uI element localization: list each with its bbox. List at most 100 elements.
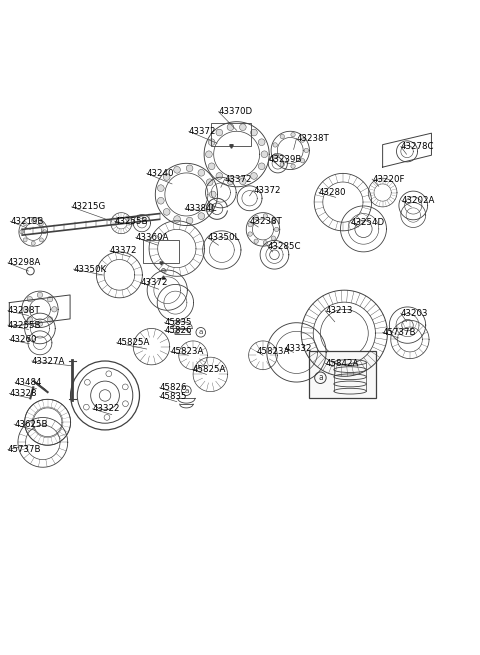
Circle shape [261,151,268,158]
Circle shape [208,163,215,170]
Text: 45842A: 45842A [325,359,359,368]
Text: 43360A: 43360A [136,233,169,242]
Text: 43332: 43332 [285,344,312,353]
Text: 43298A: 43298A [8,258,41,267]
Text: 43372: 43372 [225,175,252,183]
Text: 45826: 45826 [164,326,192,335]
Circle shape [52,307,57,312]
Circle shape [273,154,277,158]
Text: 43328: 43328 [9,389,37,398]
Circle shape [258,139,265,145]
Bar [144,240,179,263]
Circle shape [37,321,43,326]
Circle shape [186,165,193,172]
Circle shape [240,124,246,130]
Circle shape [39,221,43,226]
Circle shape [48,317,53,322]
Text: 43280: 43280 [319,188,347,197]
Text: 45826: 45826 [159,383,187,392]
Text: 43215G: 43215G [72,202,106,212]
Text: 43322: 43322 [93,404,120,413]
Circle shape [163,174,170,180]
Text: 43372: 43372 [110,246,137,255]
Text: 43260: 43260 [9,335,37,344]
Circle shape [240,178,246,185]
Circle shape [23,307,28,312]
Circle shape [20,230,24,234]
Text: 45825A: 45825A [117,339,150,347]
Circle shape [216,129,223,136]
Text: 43219B: 43219B [10,217,44,226]
Circle shape [43,230,47,234]
Circle shape [300,138,305,142]
Circle shape [280,134,285,139]
Circle shape [27,297,33,302]
Circle shape [206,179,213,185]
Text: a: a [318,373,323,383]
Text: 43350K: 43350K [73,265,107,274]
Circle shape [271,218,276,223]
Circle shape [275,227,279,232]
Circle shape [251,173,257,179]
Circle shape [216,173,223,179]
Bar [211,122,251,145]
Text: 43372: 43372 [189,127,216,136]
Text: 43372: 43372 [141,278,168,287]
Text: 43202A: 43202A [402,196,435,205]
Text: 43238T: 43238T [297,134,329,143]
Text: 43327A: 43327A [32,356,65,365]
Circle shape [263,240,267,245]
Text: a: a [184,388,189,394]
Circle shape [248,223,252,227]
Text: 43625B: 43625B [14,420,48,428]
Circle shape [174,215,180,223]
Circle shape [186,217,193,224]
Text: a: a [199,329,203,335]
Circle shape [31,241,35,245]
Circle shape [227,124,234,130]
Circle shape [258,163,265,170]
Circle shape [206,203,213,210]
Circle shape [174,166,180,173]
Circle shape [271,236,276,240]
Text: 43203: 43203 [401,309,428,318]
Circle shape [291,132,295,137]
Text: 43254D: 43254D [351,217,385,227]
Text: 45737B: 45737B [8,445,41,454]
Circle shape [205,151,212,158]
Circle shape [263,214,267,218]
Text: 43370D: 43370D [218,107,252,116]
Circle shape [254,239,258,244]
Text: 45825A: 45825A [192,365,226,374]
Circle shape [300,159,305,163]
Circle shape [291,164,295,168]
Circle shape [227,178,234,185]
Text: 43238T: 43238T [250,217,282,226]
Text: 45737B: 45737B [383,328,416,337]
Circle shape [27,317,33,322]
Circle shape [157,185,164,191]
Text: 43384L: 43384L [185,204,217,214]
Text: 43238T: 43238T [8,307,41,315]
Text: 45823A: 45823A [257,347,290,356]
Circle shape [209,191,216,198]
Circle shape [248,232,252,236]
Text: 43255B: 43255B [115,217,148,226]
Circle shape [280,162,285,166]
Text: 45835: 45835 [159,392,187,401]
Text: 43484: 43484 [15,378,43,387]
Text: 45835: 45835 [164,318,192,328]
Text: 43350L: 43350L [207,233,240,242]
Text: 43278C: 43278C [401,142,434,151]
Text: 45823A: 45823A [170,347,204,356]
Bar [310,352,376,398]
Circle shape [157,197,164,204]
Circle shape [23,221,27,226]
Circle shape [39,238,43,242]
Circle shape [254,215,258,219]
Circle shape [208,139,215,145]
Text: 43239B: 43239B [269,155,302,164]
Circle shape [37,292,43,297]
Text: 43372: 43372 [253,185,281,195]
Circle shape [273,143,277,147]
